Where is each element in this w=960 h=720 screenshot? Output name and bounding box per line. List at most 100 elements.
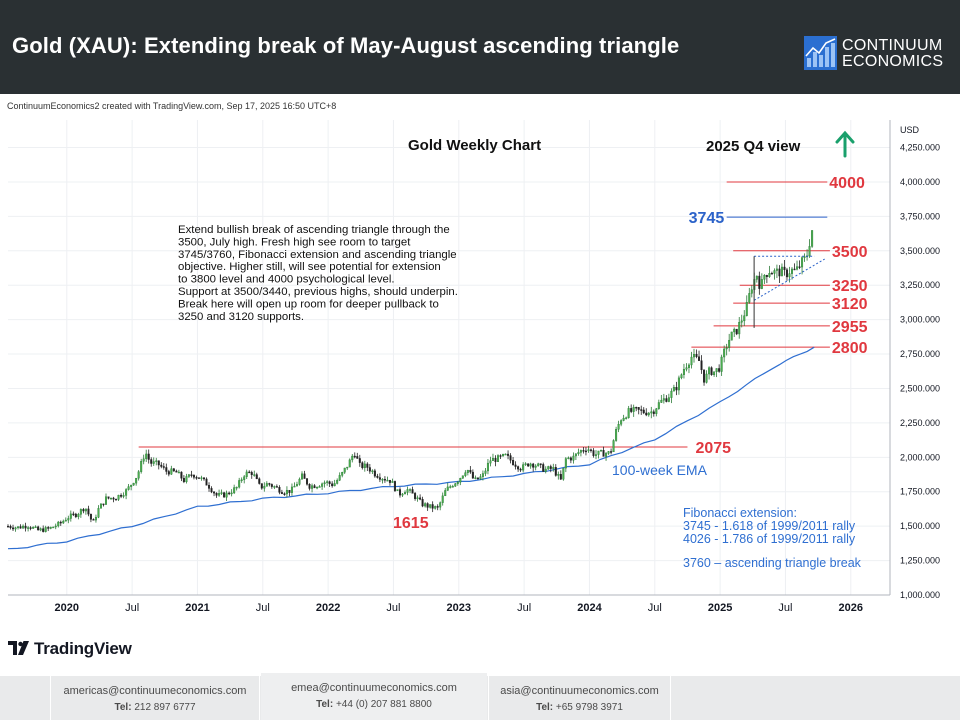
candle-body [592,450,595,456]
candle-body [471,471,474,479]
candle-body [406,489,409,493]
commentary-line: objective. Higher still, will see potent… [178,261,441,273]
candle-body [260,483,263,489]
candle-body [142,458,145,462]
candle-body [720,356,723,372]
candle-body [554,467,557,476]
level-label-2075: 2075 [695,440,731,457]
candle-body [785,269,788,278]
candle-body [630,408,633,412]
candle-body [243,476,246,480]
candle-body [791,268,794,274]
tradingview-logo[interactable]: TradingView [8,638,133,660]
gold-weekly-chart: USD 1,000.000 1,250.000 1,500.000 1,750.000 2… [6,120,940,614]
axes: USD 1,000.000 1,250.000 1,500.000 1,750.000 2… [8,120,940,614]
candle-body [459,478,462,483]
candle-body [157,460,160,466]
candle-body [642,409,645,414]
candle-body [74,513,77,518]
candle-body [504,453,507,456]
candle-body [728,339,731,348]
y-tick-label: 2,750.000 [900,349,940,359]
candle-body [708,367,711,375]
candle-body [547,466,550,470]
candle-body [218,493,221,496]
candle-body [27,527,30,529]
candle-body [104,496,107,505]
candle-body [147,453,150,460]
candle-body [318,486,321,488]
candle-body [567,457,570,460]
candle-body [534,465,537,468]
footer-contacts: americas@continuumeconomics.com Tel: 212… [0,672,960,720]
candle-body [368,467,371,472]
candle-body [47,527,50,529]
candle-body [130,484,133,487]
candle-body [6,525,9,528]
candle-body [768,273,771,277]
candle-body [637,407,640,410]
contact-email[interactable]: emea@continuumeconomics.com [291,682,457,694]
candle-body [461,475,464,479]
candle-body [416,497,419,500]
candle-body [253,474,256,476]
candle-body [469,469,472,473]
y-tick-label: 3,500.000 [900,246,940,256]
ema-label: 100-week EMA [612,462,708,478]
header-bar: Gold (XAU): Extending break of May-Augus… [0,0,960,94]
candle-body [170,468,173,475]
candle-body [356,456,359,459]
candle-body [285,489,288,495]
candle-body [710,367,713,376]
candle-body [519,468,522,471]
candle-body [499,455,502,457]
candle-body [758,275,761,289]
tel-label: Tel: [114,702,132,713]
candle-body [122,495,125,497]
contact-email[interactable]: americas@continuumeconomics.com [63,685,247,697]
candle-body [77,514,80,518]
candle-body [84,508,87,512]
candle-body [755,275,758,280]
candle-body [713,371,716,376]
candle-body [346,466,349,469]
candle-body [409,489,412,491]
candle-body [306,478,309,485]
candle-body [12,527,15,530]
candle-body [391,481,394,483]
candle-body [401,493,404,496]
candle-body [625,417,628,419]
fib-line-1: 3745 - 1.618 of 1999/2011 rally [683,519,856,533]
contact-phone: Tel: 212 897 6777 [51,702,259,713]
candle-body [456,481,459,484]
candle-body [665,398,668,402]
candle-body [192,474,195,478]
level-label-3745: 3745 [689,210,725,227]
candle-body [107,496,110,499]
candle-body [117,494,120,500]
x-tick-label: 2025 [708,602,732,614]
candle-body [303,473,306,479]
commentary-line: 3500, July high. Fresh high see room to … [178,236,411,248]
candle-body [182,478,185,483]
chart-credit: ContinuumEconomics2 created with Trading… [7,101,337,111]
candle-body [64,519,67,522]
candle-body [584,450,587,453]
candle-body [444,490,447,497]
candle-body [524,463,527,465]
candle-body [19,526,22,529]
candle-body [245,471,248,477]
ascending-triangle [753,255,825,328]
candle-body [677,377,680,391]
candle-body [127,486,130,490]
candle-body [612,440,615,453]
candle-body [454,483,457,487]
candle-body [682,369,685,375]
candle-body [532,463,535,468]
y-axis-unit: USD [900,125,920,135]
contact-email[interactable]: asia@continuumeconomics.com [500,685,659,697]
candle-body [175,470,178,473]
candle-body [738,321,741,335]
candle-body [298,478,301,485]
